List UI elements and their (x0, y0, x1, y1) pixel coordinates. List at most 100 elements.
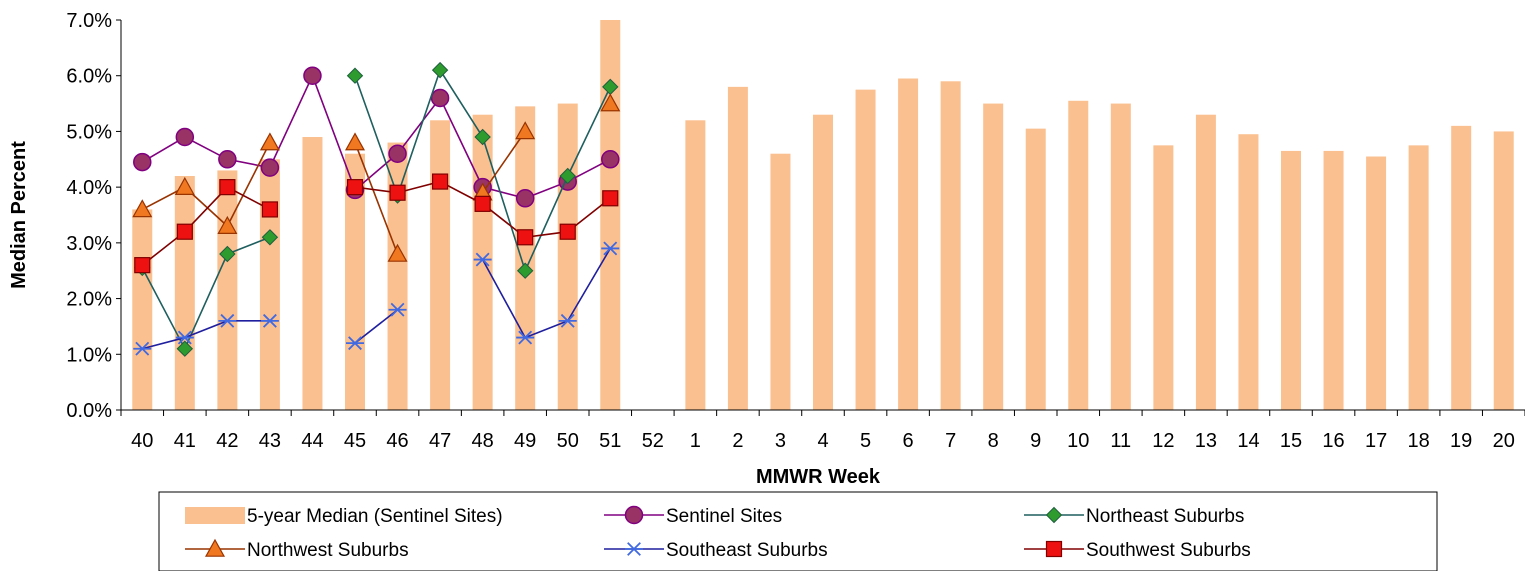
point-45 (346, 179, 364, 196)
legend-marker (624, 505, 644, 525)
y-tick-label: 7.0% (66, 10, 112, 32)
bar-10 (1068, 100, 1089, 411)
legend-label: Northeast Suburbs (1086, 506, 1244, 527)
x-tick-label: 12 (1152, 430, 1174, 452)
point-51 (602, 190, 619, 207)
bar-45 (345, 153, 365, 410)
series-northeast-suburbs (134, 61, 619, 357)
point-49 (515, 189, 535, 208)
bar-17 (1366, 156, 1387, 410)
bar-20 (1493, 131, 1514, 410)
y-tick-label: 1.0% (66, 344, 112, 366)
x-tick-label: 20 (1493, 430, 1515, 452)
bar-44 (302, 137, 323, 410)
x-tick-label: 40 (131, 430, 153, 452)
bar-3 (770, 153, 791, 410)
point-43 (260, 313, 279, 328)
x-tick-label: 43 (259, 430, 281, 452)
point-43 (259, 132, 280, 151)
series-line (142, 320, 270, 350)
point-50 (559, 223, 576, 240)
x-tick-label: 47 (429, 430, 451, 452)
series-line (141, 236, 271, 351)
point-48 (474, 128, 491, 146)
x-tick-labels: 40 41 42 43 44 45 46 47 48 49 50 51 52 1 2 3 4 5 6 7 8 9 10 11 1… (131, 430, 1515, 452)
x-tick-label: 52 (642, 430, 664, 452)
y-tick-label: 0.0% (66, 400, 112, 422)
x-tick-label: 16 (1322, 430, 1344, 452)
bar-49 (515, 106, 536, 410)
x-tick-label: 8 (988, 430, 999, 452)
bar-8 (983, 103, 1004, 411)
y-tick-label: 5.0% (66, 121, 112, 143)
x-tick-label: 11 (1110, 430, 1131, 452)
point-41 (176, 340, 194, 357)
bar-43 (259, 159, 280, 410)
point-40 (132, 199, 153, 218)
point-43 (260, 158, 280, 177)
point-40 (133, 152, 152, 172)
x-tick-label: 7 (945, 430, 956, 452)
y-tick-label: 2.0% (66, 289, 112, 311)
bar-13 (1195, 114, 1216, 410)
x-tick-label: 4 (817, 430, 828, 452)
x-tick-label: 51 (599, 430, 621, 452)
bar-2 (727, 86, 748, 410)
point-48 (473, 252, 492, 267)
bar-14 (1238, 134, 1259, 410)
legend-label: Southeast Suburbs (666, 540, 828, 561)
bar-16 (1323, 150, 1344, 410)
bar-51 (600, 20, 621, 410)
bar-1 (685, 120, 706, 411)
series-line (481, 248, 611, 339)
x-tick-label: 49 (514, 430, 536, 452)
point-42 (218, 150, 237, 169)
x-tick-label: 46 (386, 430, 408, 452)
point-41 (175, 127, 195, 147)
bar-40 (132, 209, 153, 410)
legend-item: Southeast Suburbs (604, 540, 828, 561)
point-43 (261, 229, 279, 246)
point-46 (388, 144, 407, 163)
x-tick-label: 17 (1365, 430, 1387, 452)
x-tick-label: 15 (1280, 430, 1302, 452)
series-line (141, 186, 271, 266)
point-49 (517, 229, 534, 246)
bar-47 (430, 120, 451, 411)
bar-11 (1110, 103, 1131, 411)
series-northwest-suburbs (132, 93, 621, 262)
bar-12 (1153, 145, 1174, 410)
point-41 (175, 330, 194, 345)
legend: 5-year Median (Sentinel Sites) Sentinel S… (158, 491, 1438, 571)
legend-label: Sentinel Sites (666, 506, 782, 527)
series-line (141, 142, 271, 228)
x-tick-label: 5 (860, 430, 871, 452)
series-line (481, 130, 526, 194)
x-tick-label: 3 (775, 430, 786, 452)
point-46 (387, 243, 408, 262)
bar-41 (174, 176, 195, 410)
x-tick-label: 1 (690, 430, 701, 452)
bar-42 (217, 170, 238, 410)
x-tick-label: 2 (732, 430, 743, 452)
point-44 (303, 66, 322, 85)
point-50 (559, 167, 576, 185)
point-51 (601, 241, 620, 256)
legend-item: Sentinel Sites (604, 505, 782, 527)
bar-46 (387, 142, 408, 411)
series-line (354, 142, 399, 255)
bar-19 (1451, 125, 1472, 410)
x-tick-label: 42 (216, 430, 238, 452)
legend-item: Northeast Suburbs (1024, 506, 1244, 527)
x-tick-label: 48 (472, 430, 494, 452)
legend-item: 5-year Median (Sentinel Sites) (185, 506, 503, 527)
point-48 (474, 195, 491, 212)
x-tick-label: 13 (1195, 430, 1217, 452)
series-southeast-suburbs (133, 241, 620, 356)
y-tick-label: 3.0% (66, 233, 112, 255)
x-tick-label: 44 (301, 430, 323, 452)
point-46 (389, 184, 406, 201)
bar-6 (898, 78, 919, 410)
x-tick-label: 45 (344, 430, 366, 452)
